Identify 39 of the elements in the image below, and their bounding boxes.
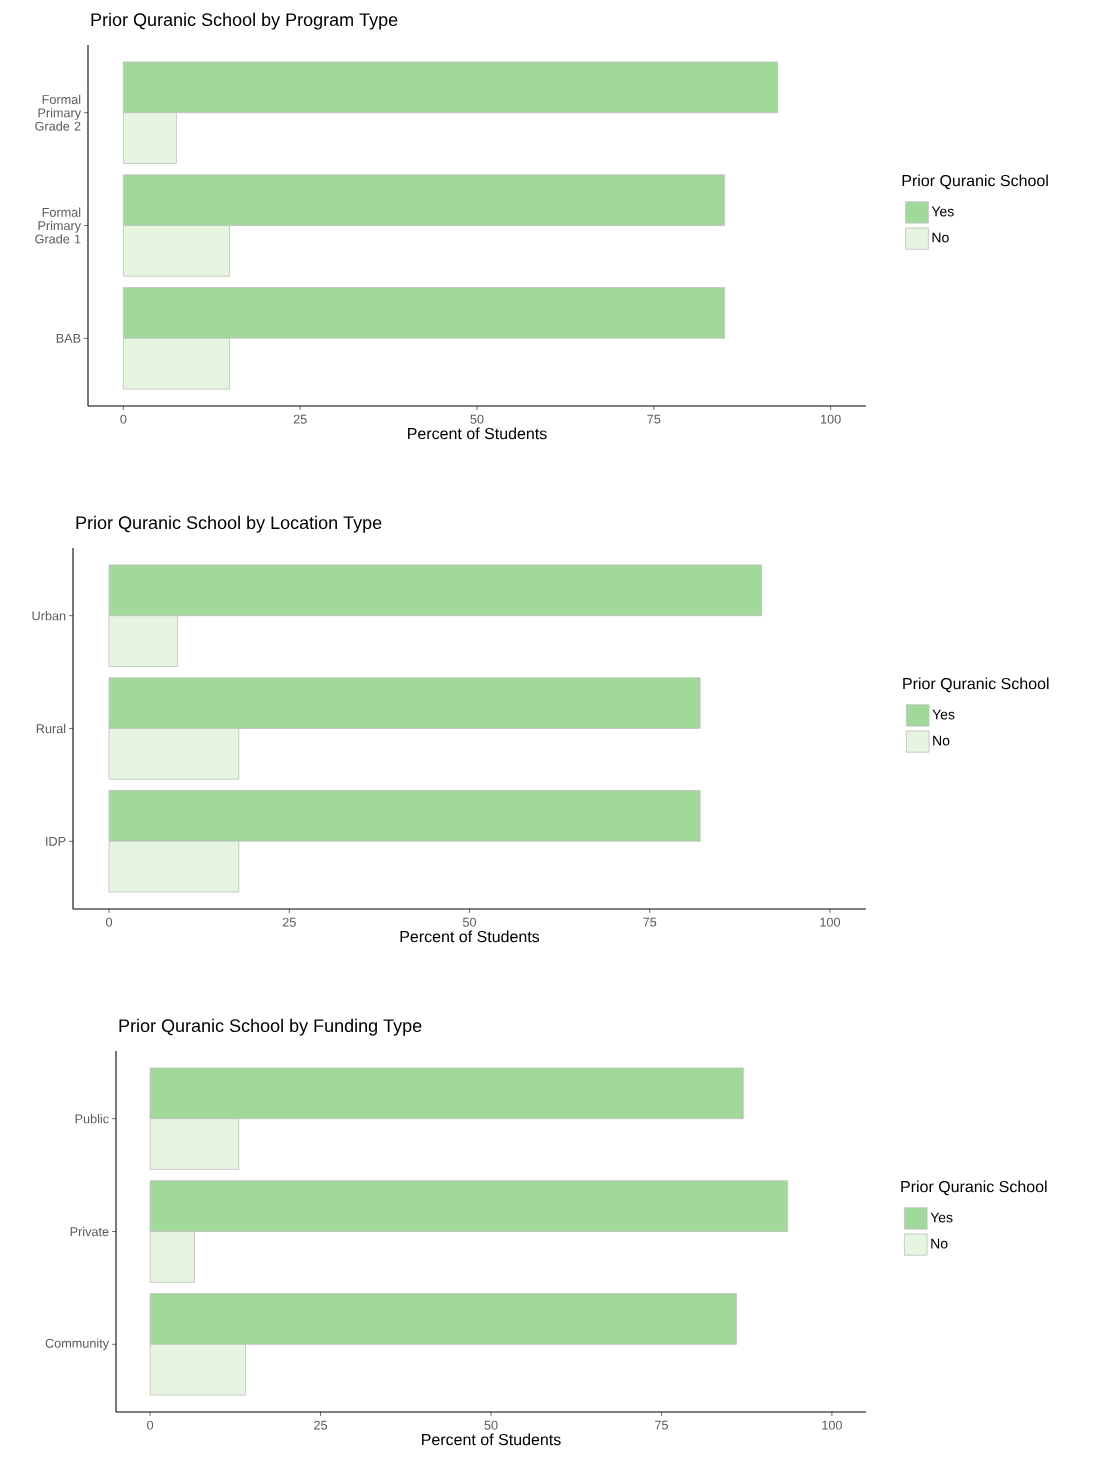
chart-title: Prior Quranic School by Location Type — [76, 515, 382, 533]
x-tick-label: 75 — [643, 917, 657, 927]
legend-label: No — [933, 735, 950, 746]
legend-label: Yes — [932, 709, 955, 720]
y-tick-label: Formal Primary Grade 2 — [35, 94, 82, 131]
legend-title: Prior Quranic School — [901, 1180, 1047, 1196]
x-tick-label: 25 — [314, 1420, 328, 1430]
legend-label: No — [932, 232, 949, 243]
y-tick-label: Public — [75, 1114, 109, 1124]
x-tick-label: 0 — [106, 917, 113, 927]
x-tick-label: 50 — [470, 414, 484, 424]
legend-label: Yes — [930, 1212, 953, 1223]
x-tick-label: 100 — [820, 917, 841, 927]
chart-title: Prior Quranic School by Program Type — [91, 12, 398, 30]
x-tick-label: 25 — [282, 917, 296, 927]
x-tick-label: 50 — [484, 1420, 498, 1430]
x-tick-label: 100 — [821, 414, 841, 424]
x-tick-label: 100 — [822, 1420, 842, 1430]
x-tick-label: 0 — [120, 414, 127, 424]
x-tick-label: 25 — [293, 414, 307, 424]
y-tick-label: Community — [45, 1338, 110, 1351]
y-tick-label: Urban — [32, 611, 66, 621]
x-axis-title: Percent of Students — [408, 427, 547, 440]
x-tick-label: 75 — [655, 1420, 668, 1430]
x-tick-label: 0 — [147, 1420, 154, 1430]
legend-title: Prior Quranic School — [903, 677, 1049, 693]
y-tick-label: IDP — [46, 836, 66, 846]
y-tick-label: Private — [70, 1226, 109, 1237]
legend-title: Prior Quranic School — [902, 174, 1048, 190]
y-tick-label: BAB — [56, 333, 81, 343]
y-tick-label: Formal Primary Grade 1 — [35, 207, 82, 244]
x-tick-label: 50 — [462, 917, 477, 927]
legend-label: Yes — [931, 206, 954, 217]
chart-title: Prior Quranic School by Funding Type — [119, 1018, 422, 1036]
y-tick-label: Rural — [36, 723, 66, 734]
x-tick-label: 75 — [647, 414, 661, 424]
x-axis-title: Percent of Students — [422, 1433, 561, 1446]
legend-label: No — [931, 1238, 948, 1249]
x-axis-title: Percent of Students — [400, 930, 540, 943]
